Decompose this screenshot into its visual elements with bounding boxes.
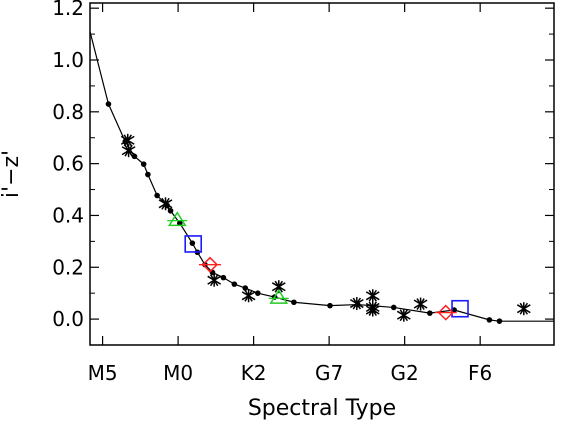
model-point — [131, 153, 138, 160]
y-tick-label: 1.2 — [52, 0, 84, 20]
chart-content — [89, 31, 554, 324]
x-tick-label: K2 — [241, 361, 267, 385]
y-tick-label: 0.4 — [52, 203, 84, 227]
model-point — [231, 281, 238, 287]
model-point — [327, 302, 333, 309]
model-point — [291, 299, 297, 306]
model-point — [145, 171, 151, 178]
square-point — [451, 299, 469, 318]
asterisk-point — [120, 133, 135, 147]
asterisk-point — [365, 289, 380, 303]
asterisk-point — [516, 302, 531, 316]
square-point — [184, 235, 203, 253]
model-point — [220, 274, 227, 281]
asterisk-point — [207, 273, 222, 287]
triangle-point — [269, 288, 289, 304]
plot-frame — [89, 2, 555, 346]
model-point — [105, 101, 112, 107]
y-axis-title: i'−z' — [0, 150, 24, 198]
model-point — [189, 240, 196, 246]
model-curve — [89, 31, 554, 322]
model-point — [242, 285, 249, 291]
axes: 0.0 0.2 0.4 0.6 0.8 1.0 1.2 M5 M0 K2 G7 G2 F6 — [52, 0, 554, 385]
asterisk-point — [158, 197, 173, 211]
x-tick-label: M5 — [88, 361, 118, 385]
asterisk-point — [271, 280, 286, 294]
asterisk-point — [121, 144, 136, 158]
y-tick-label: 0.2 — [52, 255, 84, 279]
asterisk-point — [396, 308, 411, 322]
x-axis-title: Spectral Type — [248, 396, 396, 421]
y-tick-label: 1.0 — [52, 48, 84, 72]
asterisk-point — [365, 303, 380, 317]
model-point — [496, 318, 503, 324]
model-point — [140, 161, 147, 167]
model-point — [176, 220, 183, 227]
asterisk-point — [349, 297, 364, 311]
diamond-point — [201, 256, 219, 273]
x-tick-label: G2 — [391, 361, 419, 385]
model-point — [486, 317, 493, 323]
model-point — [427, 310, 433, 316]
x-tick-label: M0 — [163, 361, 193, 385]
model-point — [167, 207, 174, 214]
triangle-point — [167, 211, 187, 227]
asterisk-point — [413, 297, 428, 311]
y-tick-label: 0.6 — [52, 152, 84, 176]
model-point — [390, 304, 397, 311]
x-tick-label: F6 — [468, 361, 492, 385]
diamond-point — [437, 304, 454, 321]
y-tick-label: 0.8 — [52, 100, 84, 124]
x-tick-label: G7 — [315, 361, 343, 385]
y-tick-label: 0.0 — [52, 307, 84, 331]
model-point — [255, 290, 261, 296]
model-point — [154, 192, 160, 199]
asterisk-point — [241, 289, 256, 303]
